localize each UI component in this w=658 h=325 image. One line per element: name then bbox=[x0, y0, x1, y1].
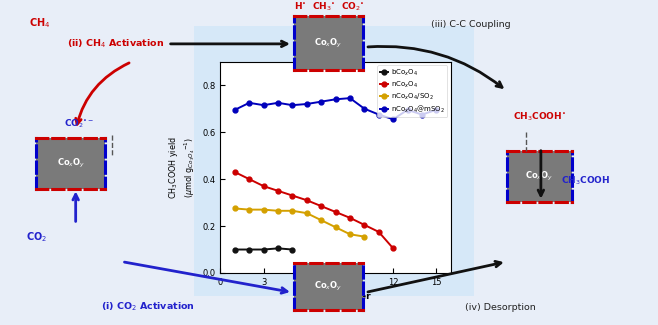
Text: CO$_2$$^{\bullet-}$: CO$_2$$^{\bullet-}$ bbox=[64, 117, 94, 130]
nCo$_x$O$_4$ bbox=[361, 223, 368, 227]
Text: Co$_x$O$_y$: Co$_x$O$_y$ bbox=[315, 280, 343, 293]
nCo$_x$O$_4$ bbox=[260, 184, 268, 188]
Line: nCo$_x$O$_4$@mSO$_2$: nCo$_x$O$_4$@mSO$_2$ bbox=[232, 96, 439, 122]
Text: (i) CO$_2$ Activation: (i) CO$_2$ Activation bbox=[101, 301, 195, 313]
nCo$_x$O$_4$ bbox=[346, 216, 354, 220]
Text: Co$_x$O$_y$: Co$_x$O$_y$ bbox=[315, 36, 343, 50]
Text: CH$_3$COOH$^{\bullet}$: CH$_3$COOH$^{\bullet}$ bbox=[513, 111, 566, 123]
nCo$_x$O$_4$@mSO$_2$ bbox=[418, 112, 426, 116]
nCo$_x$O$_4$ bbox=[317, 204, 325, 208]
nCo$_x$O$_4$/SO$_2$ bbox=[346, 232, 354, 236]
bCo$_x$O$_4$ bbox=[245, 248, 253, 252]
nCo$_x$O$_4$/SO$_2$ bbox=[288, 209, 296, 213]
Text: (iii) C-C Coupling: (iii) C-C Coupling bbox=[430, 20, 511, 29]
nCo$_x$O$_4$/SO$_2$ bbox=[274, 209, 282, 213]
nCo$_x$O$_4$ bbox=[303, 198, 311, 202]
bCo$_x$O$_4$ bbox=[288, 248, 296, 252]
nCo$_x$O$_4$/SO$_2$ bbox=[303, 211, 311, 215]
Text: (iv) Desorption: (iv) Desorption bbox=[465, 303, 536, 312]
nCo$_x$O$_4$/SO$_2$ bbox=[361, 235, 368, 239]
bCo$_x$O$_4$ bbox=[260, 248, 268, 252]
nCo$_x$O$_4$@mSO$_2$ bbox=[260, 103, 268, 107]
Text: CH$_3$COOH: CH$_3$COOH bbox=[561, 174, 610, 187]
nCo$_x$O$_4$@mSO$_2$ bbox=[274, 101, 282, 105]
FancyBboxPatch shape bbox=[183, 15, 485, 306]
nCo$_x$O$_4$/SO$_2$ bbox=[317, 218, 325, 222]
Text: CO$_2$: CO$_2$ bbox=[26, 230, 47, 244]
X-axis label: Cycle number: Cycle number bbox=[301, 292, 370, 301]
Y-axis label: CH$_3$COOH yield
($\mu$mol g$_{Co_3O_4}$$^{-1}$): CH$_3$COOH yield ($\mu$mol g$_{Co_3O_4}$… bbox=[166, 136, 197, 199]
nCo$_x$O$_4$@mSO$_2$ bbox=[432, 108, 440, 112]
Legend: bCo$_x$O$_4$, nCo$_x$O$_4$, nCo$_x$O$_4$/SO$_2$, nCo$_x$O$_4$@mSO$_2$: bCo$_x$O$_4$, nCo$_x$O$_4$, nCo$_x$O$_4$… bbox=[377, 65, 447, 117]
nCo$_x$O$_4$@mSO$_2$ bbox=[390, 117, 397, 121]
nCo$_x$O$_4$/SO$_2$ bbox=[332, 225, 340, 229]
nCo$_x$O$_4$ bbox=[274, 189, 282, 193]
nCo$_x$O$_4$@mSO$_2$ bbox=[231, 108, 239, 112]
nCo$_x$O$_4$@mSO$_2$ bbox=[375, 112, 383, 116]
bCo$_x$O$_4$ bbox=[274, 246, 282, 250]
Text: H$^{\bullet}$  CH$_3$$^{\bullet}$  CO$_2$$^{\bullet}$: H$^{\bullet}$ CH$_3$$^{\bullet}$ CO$_2$$… bbox=[293, 0, 365, 13]
nCo$_x$O$_4$/SO$_2$ bbox=[260, 208, 268, 212]
Line: nCo$_x$O$_4$: nCo$_x$O$_4$ bbox=[232, 170, 395, 251]
Text: Co$_x$O$_y$: Co$_x$O$_y$ bbox=[57, 157, 85, 170]
nCo$_x$O$_4$ bbox=[288, 194, 296, 198]
nCo$_x$O$_4$@mSO$_2$ bbox=[288, 103, 296, 107]
nCo$_x$O$_4$ bbox=[245, 177, 253, 181]
nCo$_x$O$_4$@mSO$_2$ bbox=[317, 100, 325, 104]
Line: nCo$_x$O$_4$/SO$_2$: nCo$_x$O$_4$/SO$_2$ bbox=[232, 206, 367, 239]
nCo$_x$O$_4$@mSO$_2$ bbox=[403, 108, 411, 112]
Text: Co$_x$O$_y$: Co$_x$O$_y$ bbox=[525, 170, 554, 183]
nCo$_x$O$_4$/SO$_2$ bbox=[245, 208, 253, 212]
nCo$_x$O$_4$/SO$_2$ bbox=[231, 206, 239, 210]
nCo$_x$O$_4$ bbox=[332, 210, 340, 214]
Line: bCo$_x$O$_4$: bCo$_x$O$_4$ bbox=[232, 246, 295, 252]
nCo$_x$O$_4$ bbox=[390, 246, 397, 250]
nCo$_x$O$_4$@mSO$_2$ bbox=[245, 101, 253, 105]
nCo$_x$O$_4$@mSO$_2$ bbox=[303, 102, 311, 106]
bCo$_x$O$_4$ bbox=[231, 248, 239, 252]
nCo$_x$O$_4$ bbox=[375, 230, 383, 234]
Text: CH$_4$: CH$_4$ bbox=[29, 16, 50, 30]
nCo$_x$O$_4$@mSO$_2$ bbox=[332, 98, 340, 101]
nCo$_x$O$_4$@mSO$_2$ bbox=[346, 96, 354, 100]
Text: (ii) CH$_4$ Activation: (ii) CH$_4$ Activation bbox=[66, 38, 164, 50]
nCo$_x$O$_4$@mSO$_2$ bbox=[361, 107, 368, 111]
nCo$_x$O$_4$ bbox=[231, 170, 239, 174]
